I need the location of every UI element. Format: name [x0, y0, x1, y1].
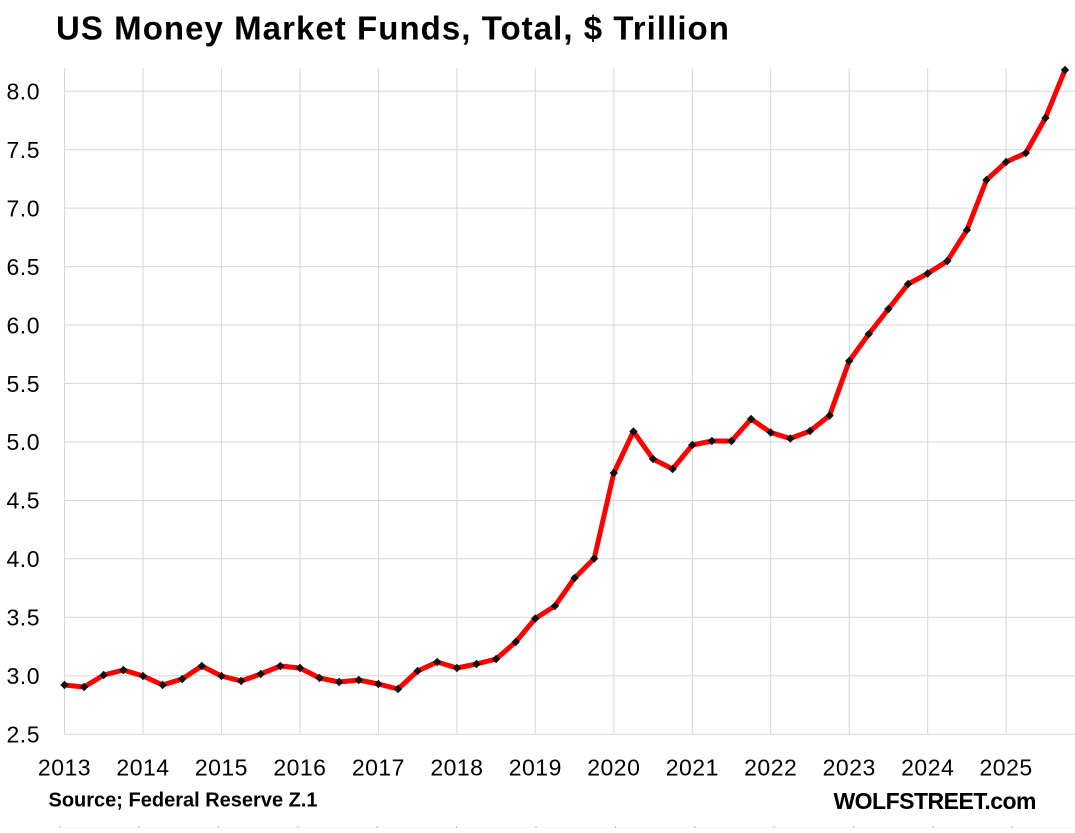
svg-text:2022: 2022 — [744, 755, 797, 781]
svg-text:2023: 2023 — [823, 755, 876, 781]
svg-text:6.0: 6.0 — [7, 312, 40, 338]
svg-text:2024: 2024 — [901, 755, 954, 781]
svg-text:5.5: 5.5 — [7, 371, 40, 397]
svg-text:7.5: 7.5 — [7, 137, 40, 163]
svg-text:2018: 2018 — [430, 755, 483, 781]
svg-text:2021: 2021 — [666, 755, 719, 781]
svg-text:8.0: 8.0 — [7, 79, 40, 105]
svg-text:5.0: 5.0 — [7, 429, 40, 455]
svg-text:US Money Market Funds, Total,: US Money Market Funds, Total, $ Trillion — [56, 10, 730, 47]
svg-text:2017: 2017 — [352, 755, 405, 781]
svg-text:7.0: 7.0 — [7, 195, 40, 221]
svg-text:4.5: 4.5 — [7, 488, 40, 514]
svg-text:2.5: 2.5 — [7, 722, 40, 748]
svg-text:4.0: 4.0 — [7, 546, 40, 572]
svg-text:2019: 2019 — [509, 755, 562, 781]
svg-text:2015: 2015 — [195, 755, 248, 781]
svg-text:2013: 2013 — [38, 755, 91, 781]
svg-text:2025: 2025 — [980, 755, 1033, 781]
svg-text:2020: 2020 — [587, 755, 640, 781]
svg-text:6.5: 6.5 — [7, 254, 40, 280]
svg-text:3.5: 3.5 — [7, 605, 40, 631]
svg-text:2016: 2016 — [273, 755, 326, 781]
svg-text:2014: 2014 — [116, 755, 169, 781]
svg-text:3.0: 3.0 — [7, 663, 40, 689]
svg-text:Source; Federal Reserve Z.1: Source; Federal Reserve Z.1 — [49, 790, 318, 812]
svg-text:WOLFSTREET.com: WOLFSTREET.com — [833, 788, 1036, 814]
